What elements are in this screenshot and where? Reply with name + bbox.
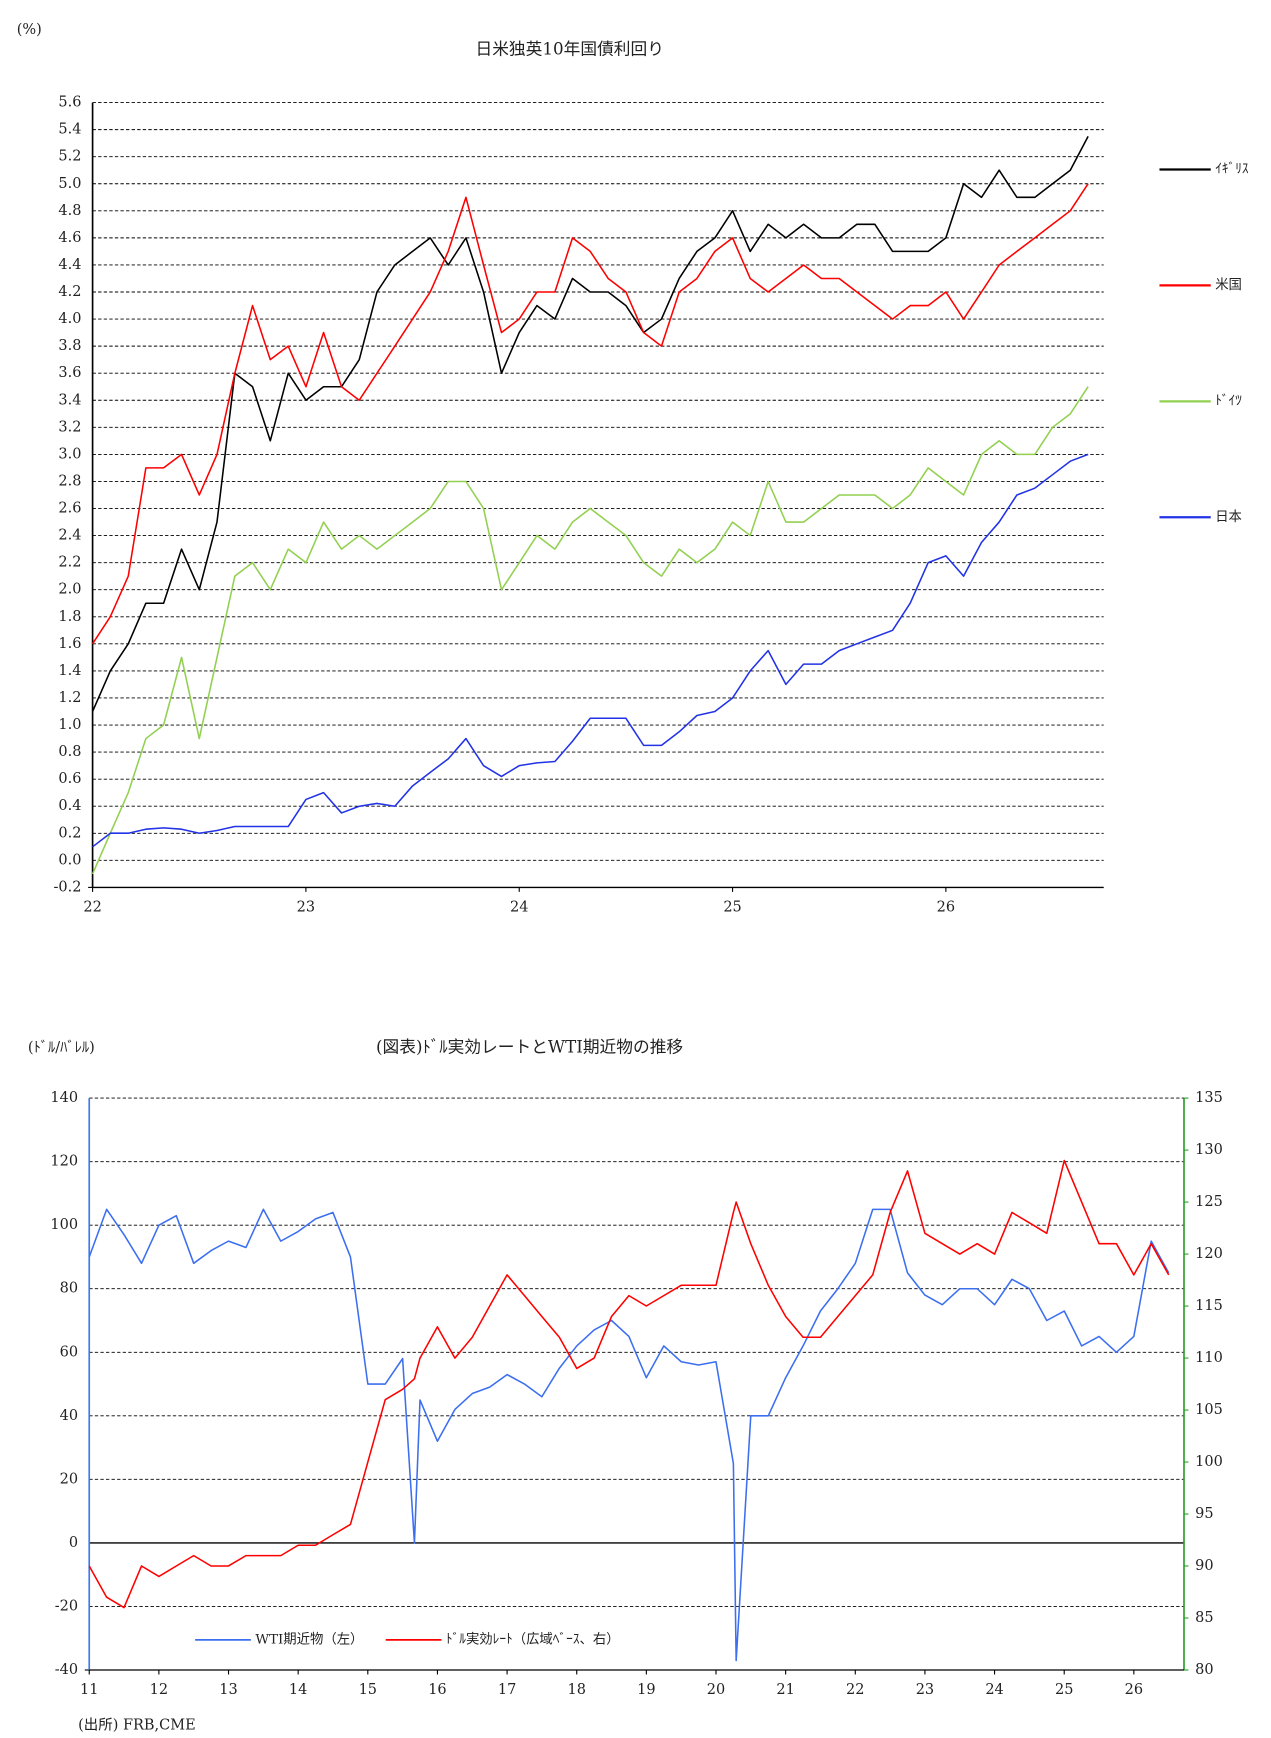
y-tick-label: 2.0	[58, 582, 81, 598]
y-tick-label: 20	[60, 1471, 78, 1487]
y2-tick-label: 125	[1195, 1194, 1223, 1210]
y-tick-label: 4.4	[58, 257, 81, 273]
y2-tick-label: 105	[1195, 1402, 1223, 1418]
series-line	[91, 386, 1089, 875]
x-tick-label: 19	[637, 1682, 655, 1698]
legend-label: ﾄﾞﾙ実効ﾚｰﾄ（広域ﾍﾞｰｽ、右）	[446, 1631, 620, 1647]
y-tick-label: 1.4	[58, 663, 81, 679]
y-tick-label: 2.4	[58, 528, 81, 544]
series-line	[88, 1208, 1170, 1662]
y-tick-label: 3.6	[58, 365, 81, 381]
y-tick-label: 1.2	[58, 690, 81, 706]
x-tick-label: 12	[150, 1682, 168, 1698]
y-tick-label: 0	[69, 1535, 78, 1551]
x-tick-label: 15	[359, 1682, 377, 1698]
y2-tick-label: 100	[1195, 1454, 1223, 1470]
y-tick-label: 3.8	[58, 338, 81, 354]
chart-title: (図表)ﾄﾞﾙ実効レートとWTI期近物の推移	[376, 1036, 683, 1056]
y-tick-label: 3.0	[58, 446, 81, 462]
y-tick-label: 1.8	[58, 609, 81, 625]
y-tick-label: 5.2	[58, 149, 81, 165]
y-tick-label: 4.0	[58, 311, 81, 327]
y-tick-label: 3.4	[58, 392, 81, 408]
legend-label: ｲｷﾞﾘｽ	[1215, 161, 1249, 177]
y-tick-label: 0.4	[58, 798, 81, 814]
y-tick-label: 4.6	[58, 230, 81, 246]
series-line	[88, 1159, 1170, 1609]
x-tick-label: 25	[723, 899, 741, 915]
y-tick-label: 0.8	[58, 744, 81, 760]
y-axis-unit: (%)	[17, 22, 42, 38]
y2-tick-label: 80	[1195, 1662, 1213, 1678]
y-tick-label: 120	[50, 1154, 78, 1170]
y-tick-label: 1.0	[58, 717, 81, 733]
x-tick-label: 14	[289, 1682, 307, 1698]
y-tick-label: 0.2	[58, 825, 81, 841]
x-tick-label: 16	[428, 1682, 446, 1698]
y2-tick-label: 110	[1195, 1350, 1223, 1366]
x-tick-label: 17	[498, 1682, 516, 1698]
y-tick-label: 5.0	[58, 176, 81, 192]
x-tick-label: 24	[985, 1682, 1003, 1698]
y-tick-label: 2.2	[58, 555, 81, 571]
legend-label: ﾄﾞｲﾂ	[1215, 393, 1242, 409]
y-tick-label: 0.0	[58, 852, 81, 868]
y-tick-label: 60	[60, 1344, 78, 1360]
x-tick-label: 18	[568, 1682, 586, 1698]
x-tick-label: 23	[916, 1682, 934, 1698]
x-tick-label: 22	[83, 899, 101, 915]
y-tick-label: -40	[55, 1662, 78, 1678]
y-tick-label: -20	[55, 1598, 78, 1614]
x-tick-label: 26	[1125, 1682, 1143, 1698]
y2-tick-label: 135	[1195, 1090, 1223, 1106]
x-tick-label: 21	[776, 1682, 794, 1698]
y2-tick-label: 130	[1195, 1142, 1223, 1158]
legend-label: 日本	[1215, 509, 1242, 525]
y-tick-label: 80	[60, 1281, 78, 1297]
y2-tick-label: 85	[1195, 1610, 1213, 1626]
y-tick-label: 2.6	[58, 501, 81, 517]
y-tick-label: 4.2	[58, 284, 81, 300]
y2-tick-label: 95	[1195, 1506, 1213, 1522]
y2-tick-label: 115	[1195, 1298, 1223, 1314]
y-tick-label: -0.2	[53, 879, 81, 895]
x-tick-label: 24	[510, 899, 528, 915]
x-tick-label: 22	[846, 1682, 864, 1698]
y-tick-label: 100	[50, 1217, 78, 1233]
x-tick-label: 23	[297, 899, 315, 915]
y-tick-label: 4.8	[58, 203, 81, 219]
legend-label: WTI期近物（左）	[255, 1631, 363, 1647]
y-tick-label: 3.2	[58, 419, 81, 435]
y-tick-label: 1.6	[58, 636, 81, 652]
y-tick-label: 40	[60, 1408, 78, 1424]
x-tick-label: 20	[707, 1682, 725, 1698]
x-tick-label: 13	[219, 1682, 237, 1698]
y2-tick-label: 90	[1195, 1558, 1213, 1574]
y-tick-label: 2.8	[58, 473, 81, 489]
series-line	[91, 183, 1089, 645]
y-axis-unit: (ﾄﾞﾙ/ﾊﾞﾚﾙ)	[28, 1039, 95, 1056]
x-tick-label: 11	[80, 1682, 98, 1698]
series-line	[92, 453, 1089, 848]
y-tick-label: 5.4	[58, 122, 81, 138]
y-tick-label: 5.6	[58, 95, 81, 111]
y-tick-label: 140	[50, 1090, 78, 1106]
source-note: (出所) FRB,CME	[78, 1717, 196, 1734]
chart-title: 日米独英10年国債利回り	[475, 39, 663, 59]
y2-tick-label: 120	[1195, 1246, 1223, 1262]
y-tick-label: 0.6	[58, 771, 81, 787]
x-tick-label: 25	[1055, 1682, 1073, 1698]
legend-label: 米国	[1215, 277, 1242, 293]
series-line	[91, 135, 1089, 712]
x-tick-label: 26	[937, 899, 955, 915]
